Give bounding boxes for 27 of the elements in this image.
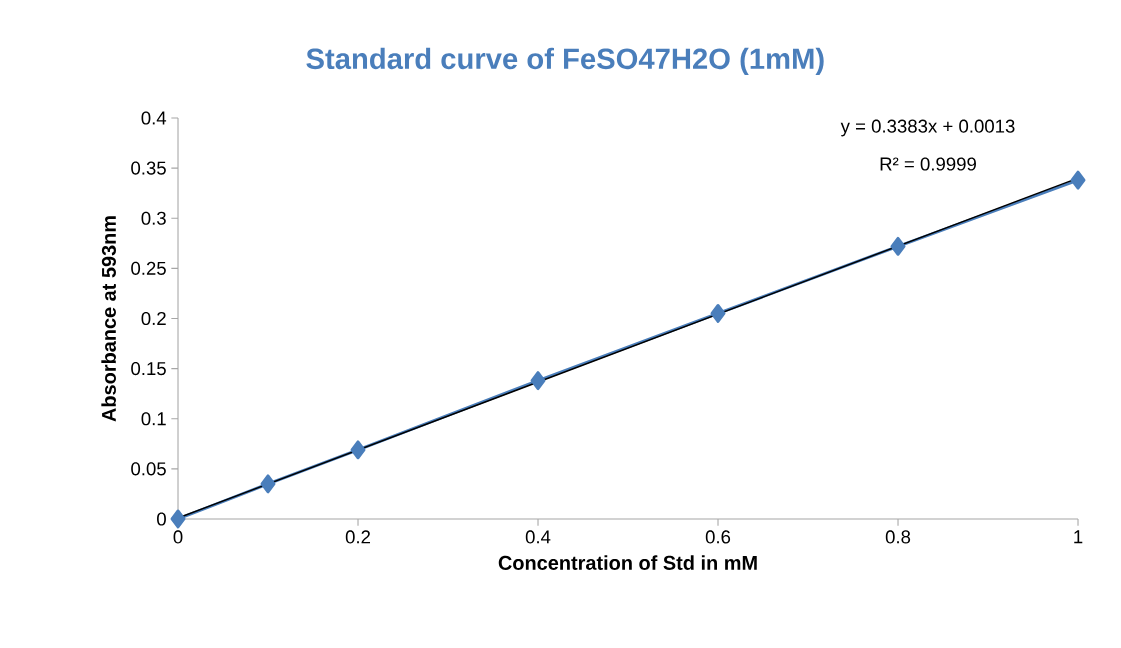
y-tick-label: 0.15	[131, 362, 166, 376]
y-axis-title: Absorbance at 593nm	[101, 216, 117, 422]
y-tick-label: 0.1	[141, 412, 166, 426]
x-tick-label: 0.4	[525, 530, 551, 544]
y-tick-label: 0.2	[141, 311, 166, 326]
point	[170, 509, 186, 529]
y-tick-label: 0.05	[131, 462, 166, 476]
y-tick-label: 0.3	[141, 211, 166, 225]
annotation: R² = 0.9999	[880, 157, 976, 171]
y-tick-label: 0.25	[131, 261, 166, 275]
chart-title: Standard curve of FeSO47H2O (1mM)	[306, 47, 824, 75]
x-tick-label: 0.6	[705, 530, 731, 544]
annotation: y = 0.3383x + 0.0013	[840, 119, 1015, 137]
point	[1070, 170, 1086, 190]
x-tick-label: 0	[173, 530, 183, 544]
point	[710, 304, 726, 323]
y-tick-label: 0.35	[131, 161, 166, 175]
x-axis-title: Concentration of Std in mM	[498, 555, 757, 570]
point	[260, 474, 276, 494]
x-tick-label: 1	[1074, 530, 1083, 544]
point	[530, 371, 546, 391]
y-tick-label: 0	[157, 512, 166, 526]
point	[350, 440, 366, 460]
point	[890, 236, 906, 256]
y-tick-label: 0.4	[141, 111, 167, 125]
x-tick-label: 0.2	[345, 530, 371, 544]
x-tick-label: 0.8	[885, 530, 911, 544]
